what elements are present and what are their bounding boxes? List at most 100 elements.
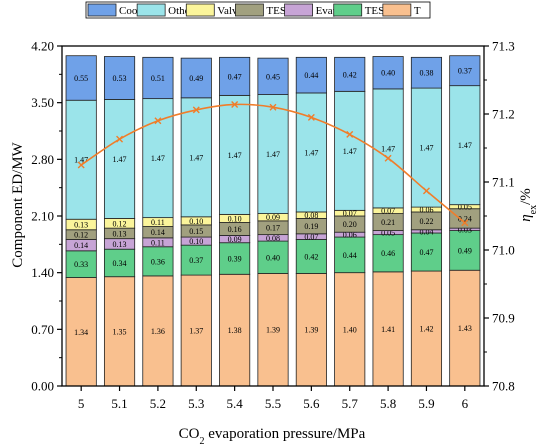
data-label-tes4-5.9: 0.22 xyxy=(419,217,433,226)
data-label-others-5.1: 1.47 xyxy=(113,155,127,164)
bar-stack-5.7: 1.40 0.44 0.06 0.20 0.07 1.47 0.42 xyxy=(334,56,366,387)
data-label-evap-5.8: 0.05 xyxy=(381,229,395,238)
efficiency-line xyxy=(77,100,469,227)
data-label-tes3-5.1: 0.34 xyxy=(113,259,127,268)
data-label-valve-5.7: 0.07 xyxy=(343,209,357,218)
data-label-tes4-5.7: 0.20 xyxy=(343,220,357,229)
bar-t-6 xyxy=(449,269,481,387)
x-tick-label-5.8: 5.8 xyxy=(380,396,396,411)
bar-tes3-5.7 xyxy=(334,236,366,274)
data-label-cooler-5: 0.55 xyxy=(74,74,88,83)
bar-t-5.3 xyxy=(180,274,212,387)
data-label-tes3-5.2: 0.36 xyxy=(151,257,165,266)
x-tick-label-5.9: 5.9 xyxy=(418,396,434,411)
bar-cooler-6 xyxy=(449,55,481,87)
bar-stack-5.2: 1.36 0.36 0.110.140.11 1.47 0.51 xyxy=(142,56,174,387)
bar-stack-5.3: 1.37 0.37 0.100.150.10 1.47 0.49 xyxy=(180,57,212,387)
data-label-valve-5.6: 0.08 xyxy=(304,211,318,220)
data-label-evap-5.4: 0.09 xyxy=(228,235,242,244)
data-label-valve-5.4: 0.10 xyxy=(228,214,242,223)
data-label-t-5.3: 1.37 xyxy=(189,327,203,336)
data-label-t-5: 1.34 xyxy=(74,328,88,337)
y-tick-label-3.50: 3.50 xyxy=(31,95,54,110)
data-label-t-5.1: 1.35 xyxy=(113,327,127,336)
bar-tes3-5.8 xyxy=(372,234,404,273)
data-label-evap-5: 0.14 xyxy=(74,241,88,250)
bar-cooler-5.9 xyxy=(410,56,443,89)
legend-swatch-tes3 xyxy=(333,3,363,17)
data-label-t-5.5: 1.39 xyxy=(266,326,280,335)
bar-cooler-5.8 xyxy=(372,56,404,90)
data-label-tes4-5.4: 0.16 xyxy=(228,225,242,234)
bar-stack-5.9: 1.42 0.47 0.040.22 0.06 1.47 0.38 xyxy=(410,56,443,387)
y2-axis-title: ηex/% xyxy=(518,188,539,222)
x-tick-label-5.6: 5.6 xyxy=(303,396,320,411)
efficiency-point-5.5 xyxy=(269,103,277,111)
data-label-evap-5.9: 0.04 xyxy=(419,227,433,236)
bar-others-5.3 xyxy=(180,97,212,218)
data-label-tes3-5.3: 0.37 xyxy=(189,256,203,265)
y2-tick-label-70.9: 70.9 xyxy=(492,311,515,326)
x-tick-label-5.7: 5.7 xyxy=(342,396,359,411)
data-label-tes4-6: 0.24 xyxy=(458,214,472,223)
y2-tick-label-70.8: 70.8 xyxy=(492,379,515,394)
data-label-others-5.7: 1.47 xyxy=(343,147,357,156)
data-label-evap-5.7: 0.06 xyxy=(343,231,357,240)
legend-frame xyxy=(85,1,431,19)
bar-t-5.9 xyxy=(410,270,443,387)
data-label-t-6: 1.43 xyxy=(458,324,472,333)
bar-tes3-6 xyxy=(449,230,481,271)
x-tick-label-6: 6 xyxy=(462,396,469,411)
legend-swatch-others xyxy=(136,3,166,17)
data-label-valve-5.8: 0.07 xyxy=(381,207,395,216)
efficiency-point-5 xyxy=(77,161,85,169)
bar-others-5.1 xyxy=(103,99,136,219)
efficiency-point-5.8 xyxy=(384,154,392,162)
efficiency-point-5.2 xyxy=(154,117,162,125)
data-label-tes4-5.6: 0.19 xyxy=(304,222,318,231)
data-label-evap-5.1: 0.13 xyxy=(113,240,127,249)
bar-tes3-5.3 xyxy=(180,244,212,276)
bar-tes3-5.1 xyxy=(103,248,136,278)
data-label-tes4-5.3: 0.15 xyxy=(189,227,203,236)
axes: 0.00 0.70 1.40 2.10 2.80 3.50 4.20 70.8 70.9 71.0… xyxy=(31,39,515,412)
y-tick-label-1.40: 1.40 xyxy=(31,265,54,280)
data-label-cooler-5.5: 0.45 xyxy=(266,72,280,81)
data-label-valve-5.2: 0.11 xyxy=(151,218,165,227)
data-label-cooler-5.7: 0.42 xyxy=(343,70,357,79)
data-label-tes3-5.4: 0.39 xyxy=(228,255,242,264)
bar-cooler-5.3 xyxy=(180,57,212,99)
legend-swatch-evap xyxy=(284,3,313,17)
data-label-cooler-5.1: 0.53 xyxy=(113,74,127,83)
x-tick-label-5.5: 5.5 xyxy=(265,396,281,411)
data-label-others-5.8: 1.47 xyxy=(381,144,395,153)
data-label-t-5.4: 1.38 xyxy=(228,326,242,335)
legend-label-t: T xyxy=(414,5,421,17)
data-label-tes3-6: 0.49 xyxy=(458,246,472,255)
data-label-valve-5: 0.13 xyxy=(74,221,88,230)
y-axis-title: Component ED/MW xyxy=(10,141,26,267)
efficiency-point-5.9 xyxy=(422,187,430,195)
data-label-cooler-5.3: 0.49 xyxy=(189,74,203,83)
data-label-tes3-5.9: 0.47 xyxy=(419,248,433,257)
bar-cooler-5.7 xyxy=(334,56,366,92)
bar-tes3-5.5 xyxy=(257,240,289,274)
data-label-evap-5.3: 0.10 xyxy=(189,237,203,246)
data-label-tes3-5: 0.33 xyxy=(74,260,88,269)
data-label-others-5.5: 1.47 xyxy=(266,150,280,159)
y2-tick-label-71.2: 71.2 xyxy=(492,107,515,122)
bar-others-5.2 xyxy=(142,98,174,219)
data-label-others-5.2: 1.47 xyxy=(151,154,165,163)
data-label-tes3-5.7: 0.44 xyxy=(343,251,357,260)
legend-swatch-t xyxy=(382,3,412,17)
legend-swatch-cooler xyxy=(87,3,117,17)
data-label-cooler-5.8: 0.40 xyxy=(381,69,395,78)
y2-tick-label-71.0: 71.0 xyxy=(492,243,515,258)
data-label-tes4-5.1: 0.13 xyxy=(113,229,127,238)
bar-tes3-5.9 xyxy=(410,232,443,272)
bar-t-5.5 xyxy=(257,273,289,387)
bar-stack-5: 1.34 0.33 0.140.120.13 1.47 0.55 xyxy=(65,55,97,387)
bar-cooler-5.4 xyxy=(219,56,251,96)
data-label-t-5.7: 1.40 xyxy=(343,325,357,334)
